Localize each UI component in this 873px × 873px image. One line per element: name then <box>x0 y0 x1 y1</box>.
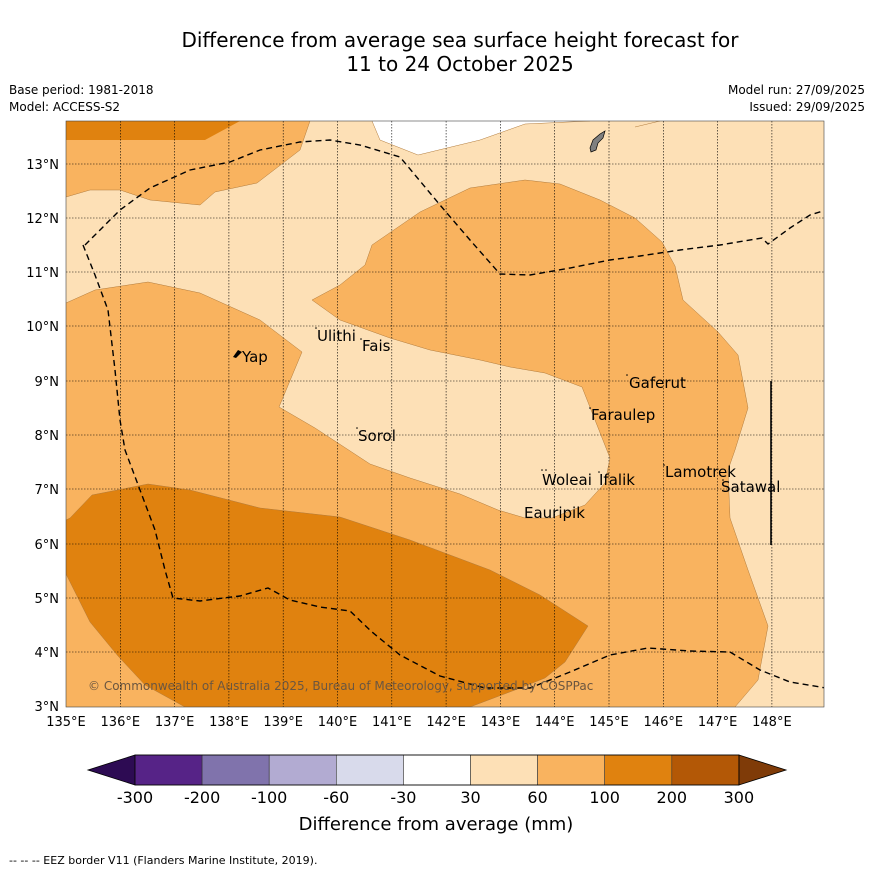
lon-tick-label: 137°E <box>155 715 195 730</box>
lon-tick-label: 139°E <box>263 715 303 730</box>
colorbar-tick-label: -300 <box>117 788 153 807</box>
colorbar-tick-label: 300 <box>724 788 755 807</box>
colorbar-tick-label: -200 <box>184 788 220 807</box>
lon-tick-label: 136°E <box>101 715 141 730</box>
sorol-dot <box>356 427 358 429</box>
place-label: Lamotrek <box>665 463 736 481</box>
colorbar-outline <box>134 754 740 786</box>
lat-tick-label: 9°N <box>35 375 60 390</box>
base-period: Base period: 1981-2018 <box>9 83 154 97</box>
copyright-text: © Commonwealth of Australia 2025, Bureau… <box>88 679 593 693</box>
guam-island <box>589 130 606 153</box>
lon-tick-label: 143°E <box>481 715 521 730</box>
longitude-labels: 135°E 136°E 137°E 138°E 139°E 140°E 141°E 142°E… <box>46 715 791 730</box>
lat-tick-label: 4°N <box>35 646 60 661</box>
colorbar <box>86 754 788 786</box>
colorbar-swatch <box>335 754 404 786</box>
issued-date: Issued: 29/09/2025 <box>749 100 865 114</box>
colorbar-swatch <box>470 754 538 786</box>
place-label: Yap <box>241 348 268 366</box>
lat-tick-label: 12°N <box>26 212 59 227</box>
place-label: Gaferut <box>629 374 686 392</box>
colorbar-tick-label: -60 <box>323 788 349 807</box>
place-label: Sorol <box>358 427 396 445</box>
eez-border-south <box>82 244 824 689</box>
yap-island <box>233 350 242 358</box>
colorbar-swatch <box>268 754 337 786</box>
model-name: Model: ACCESS-S2 <box>9 100 121 114</box>
band-60-100-north <box>66 121 310 205</box>
ifalik-dot <box>598 471 600 473</box>
contour-lines <box>66 121 769 707</box>
place-label: Eauripik <box>524 504 585 522</box>
place-label: Satawal <box>721 478 780 496</box>
eez-border-north <box>84 139 824 276</box>
colorbar-swatch <box>537 754 605 786</box>
place-label: Ulithi <box>317 327 356 345</box>
lat-tick-label: 6°N <box>35 538 60 553</box>
colorbar-tick-label: 200 <box>657 788 688 807</box>
lon-tick-label: 147°E <box>698 715 738 730</box>
lat-tick-label: 10°N <box>26 320 59 335</box>
colorbar-tick-label: 60 <box>527 788 547 807</box>
contour-map: Yap Ulithi Fais Gaferut Faraulep Sorol W… <box>66 121 824 707</box>
woleai-dot-2 <box>545 469 547 471</box>
lat-tick-label: 3°N <box>35 700 60 715</box>
fais-dot <box>360 338 362 340</box>
title-line-1: Difference from average sea surface heig… <box>181 28 739 52</box>
latitude-labels: 13°N 12°N 11°N 10°N 9°N 8°N 7°N 6°N 5°N 4°N 3°N <box>26 158 59 715</box>
lon-tick-label: 140°E <box>318 715 358 730</box>
colorbar-swatch <box>403 754 471 786</box>
place-label: Fais <box>362 337 391 355</box>
colorbar-swatch <box>671 754 740 786</box>
colorbar-swatch <box>604 754 673 786</box>
place-label: Ifalik <box>599 471 635 489</box>
lat-tick-label: 13°N <box>26 158 59 173</box>
place-label: Woleai <box>542 471 592 489</box>
ulithi-dot <box>315 327 317 329</box>
lon-tick-label: 138°E <box>209 715 249 730</box>
colorbar-tick-label: 30 <box>460 788 480 807</box>
lat-tick-label: 11°N <box>26 266 59 281</box>
lat-tick-label: 8°N <box>35 429 60 444</box>
lon-tick-label: 145°E <box>589 715 629 730</box>
lon-tick-label: 135°E <box>46 715 86 730</box>
band-100-200-north <box>66 121 240 140</box>
colorbar-extend-max <box>738 754 788 786</box>
place-labels: Yap Ulithi Fais Gaferut Faraulep Sorol W… <box>241 327 780 522</box>
gaferut-dot <box>626 374 628 376</box>
lon-tick-label: 146°E <box>644 715 684 730</box>
lon-tick-label: 144°E <box>535 715 575 730</box>
lat-tick-label: 5°N <box>35 592 60 607</box>
lamotrek-dot <box>663 464 665 466</box>
colorbar-extend-min <box>86 754 136 786</box>
colorbar-title: Difference from average (mm) <box>299 814 574 835</box>
lon-tick-label: 142°E <box>426 715 466 730</box>
satawal-dot <box>722 479 724 481</box>
faraulep-dot <box>589 407 591 409</box>
title-line-2: 11 to 24 October 2025 <box>346 52 574 76</box>
lon-tick-label: 148°E <box>752 715 792 730</box>
model-run: Model run: 27/09/2025 <box>727 83 865 97</box>
lon-tick-label: 141°E <box>372 715 412 730</box>
lat-tick-label: 7°N <box>35 483 60 498</box>
place-label: Faraulep <box>591 406 655 424</box>
band-below-30 <box>310 121 824 155</box>
colorbar-tick-label: 100 <box>589 788 620 807</box>
colorbar-swatch <box>134 754 203 786</box>
eez-footnote: -- -- -- EEZ border V11 (Flanders Marine… <box>9 854 318 867</box>
band-100-200-south <box>66 484 588 707</box>
colorbar-swatch <box>201 754 270 786</box>
colorbar-tick-label: -100 <box>251 788 287 807</box>
woleai-dot-1 <box>541 469 543 471</box>
map-frame <box>65 120 825 708</box>
colorbar-labels: -300 -200 -100 -60 -30 30 60 100 200 300 <box>117 788 754 807</box>
colorbar-tick-label: -30 <box>390 788 416 807</box>
